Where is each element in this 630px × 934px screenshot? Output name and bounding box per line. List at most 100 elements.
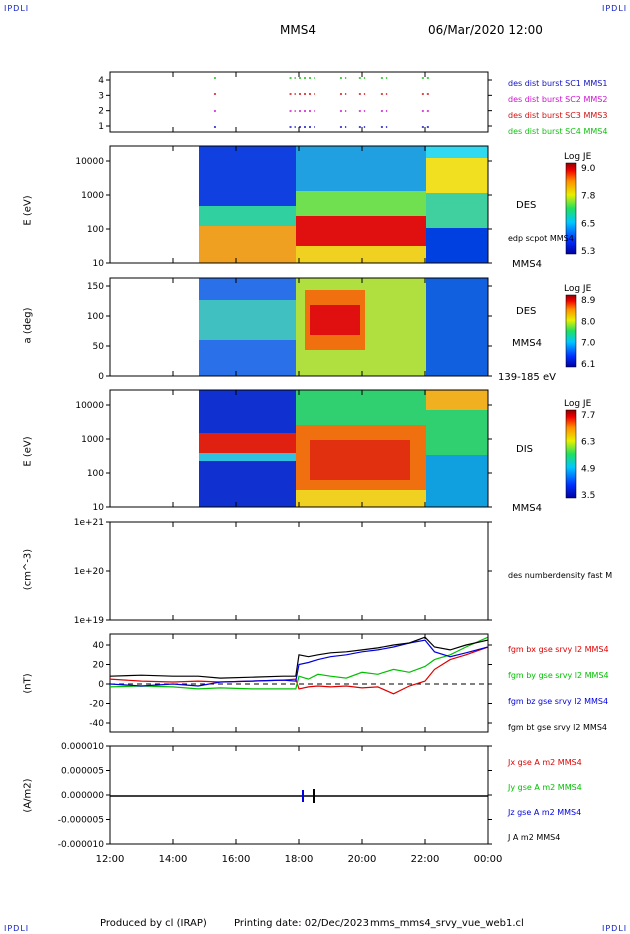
bfield-series-by: [109, 636, 489, 690]
dis-energy-p3-mid: [426, 410, 488, 455]
ytick-label: 100: [87, 312, 104, 322]
bfield-series-bz: [109, 639, 489, 687]
xtick-label: 00:00: [474, 854, 503, 865]
colorbar-tick-label: 5.3: [581, 247, 595, 257]
ytick-label: 10000: [75, 157, 104, 167]
current-legend-entry: Jx gse A m2 MMS4: [507, 758, 582, 767]
dis-energy-colorbar: [565, 409, 577, 499]
colorbar-title: Log JE: [564, 152, 592, 162]
des-pitch-panel: [109, 277, 577, 377]
ytick-label: 0.000010: [61, 742, 104, 752]
bfield-legend-entry: fgm bx gse srvy l2 MMS4: [508, 645, 609, 654]
current-legend-entry: Jz gse A m2 MMS4: [507, 808, 581, 817]
spectrogram-side-label: edp scpot MMS4: [508, 234, 574, 243]
ytick-label: 10: [93, 259, 105, 269]
bfield-legend-entry: fgm bt gse srvy l2 MMS4: [508, 723, 607, 732]
corner-bl-label: IPDLI: [4, 924, 30, 933]
ytick-label: 20: [93, 661, 105, 671]
des-energy-p3-mid: [426, 193, 488, 228]
ytick-label: 150: [87, 282, 104, 292]
des-energy-p3-hot: [426, 158, 488, 193]
des-pitch-p3: [426, 278, 488, 376]
dis-energy-panel: [109, 389, 577, 508]
des-energy-blue-top: [199, 146, 296, 206]
ytick-label: 1000: [81, 435, 104, 445]
des-energy-p2-mid: [296, 191, 426, 216]
colorbar-title: Log JE: [564, 399, 592, 409]
ytick-label: -0.000010: [58, 840, 104, 850]
spectrogram-side-label: MMS4: [512, 259, 542, 270]
bfield-legend-entry: fgm by gse srvy l2 MMS4: [508, 671, 609, 680]
current-legend-entry: J A m2 MMS4: [507, 833, 560, 842]
dis-energy-p3-low: [426, 455, 488, 507]
xtick-label: 12:00: [96, 854, 125, 865]
density-legend-entry: des numberdensity fast M: [508, 571, 612, 580]
current-panel-frame: [109, 745, 489, 845]
dis-energy-p2-top: [296, 390, 426, 425]
ytick-label: 100: [87, 469, 104, 479]
corner-br-label: IPDLI: [602, 924, 628, 933]
burst-panel: [109, 71, 489, 133]
colorbar-tick-label: 3.5: [581, 491, 595, 501]
des-energy-low: [199, 226, 296, 263]
ytick-label: 40: [93, 641, 105, 651]
dis-energy-teal-band: [199, 453, 296, 461]
ytick-label: 4: [98, 76, 104, 86]
xtick-label: 20:00: [348, 854, 377, 865]
burst-panel-frame: [109, 71, 489, 133]
colorbar-tick-label: 8.9: [581, 296, 596, 306]
spectrogram-side-label: 139-185 eV: [498, 372, 556, 383]
ytick-label: 10: [93, 503, 105, 513]
bfield-panel-frame: [109, 633, 489, 733]
colorbar-tick-label: 9.0: [581, 164, 596, 174]
footer-producer: Produced by cl (IRAP): [100, 918, 207, 929]
ytick-label: 1e+21: [74, 518, 104, 528]
colorbar-tick-label: 6.5: [581, 219, 595, 229]
spectrogram-side-label: DIS: [516, 444, 533, 455]
footer-script: mms_mms4_srvy_vue_web1.cl: [370, 918, 524, 929]
des-pitch-colorbar: [565, 294, 577, 368]
ytick-label: -40: [89, 719, 104, 729]
des-pitch-p2-red: [310, 305, 360, 335]
colorbar-title: Log JE: [564, 284, 592, 294]
des-energy-colorbar: [565, 162, 577, 255]
density-panel-frame: [109, 521, 489, 621]
corner-tr-label: IPDLI: [602, 4, 628, 13]
des-energy-p2-low: [296, 246, 426, 263]
spectrogram-side-label: MMS4: [512, 338, 542, 349]
des-energy-p2-red: [296, 216, 426, 246]
ytick-label: -20: [89, 700, 104, 710]
ytick-label: 2: [98, 107, 104, 117]
current-panel: [109, 745, 489, 845]
ytick-label: 0.000005: [61, 767, 104, 777]
des-energy-panel: [109, 145, 577, 264]
dis-energy-p2-low: [296, 490, 426, 507]
colorbar-tick-label: 6.1: [581, 360, 595, 370]
spacecraft-title: MMS4: [280, 23, 316, 37]
corner-tl-label: IPDLI: [4, 4, 30, 13]
footer-printing-date: Printing date: 02/Dec/2023: [234, 918, 370, 929]
burst-legend-entry: des dist burst SC1 MMS1: [508, 79, 607, 88]
ytick-label: 0: [98, 680, 104, 690]
ytick-label: 100: [87, 225, 104, 235]
burst-legend-entry: des dist burst SC2 MMS2: [508, 95, 607, 104]
ytick-label: 50: [93, 342, 105, 352]
ytick-label: 1000: [81, 191, 104, 201]
des-energy-p2-top: [296, 146, 426, 191]
burst-legend-entry: des dist burst SC3 MMS3: [508, 111, 607, 120]
bfield-panel: [109, 633, 489, 733]
dis-energy-p2-red: [310, 440, 410, 480]
burst-legend-entry: des dist burst SC4 MMS4: [508, 127, 607, 136]
spectrogram-side-label: DES: [516, 200, 536, 211]
des-energy-mid: [199, 206, 296, 226]
ytick-label: 10000: [75, 401, 104, 411]
datetime-title: 06/Mar/2020 12:00: [428, 23, 543, 37]
xtick-label: 14:00: [159, 854, 188, 865]
bfield-series-bx: [109, 646, 489, 695]
dis-energy-p3-top: [426, 390, 488, 410]
des-energy-p3-top: [426, 146, 488, 158]
colorbar-tick-label: 7.7: [581, 411, 595, 421]
ytick-label: -0.000005: [58, 816, 104, 826]
des-pitch-mid: [199, 300, 296, 340]
